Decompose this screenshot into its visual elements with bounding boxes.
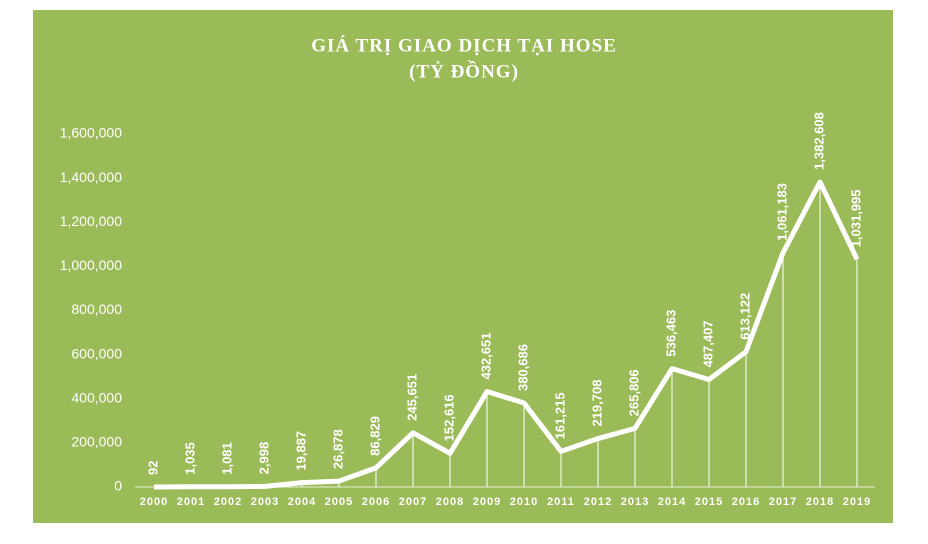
y-tick-label: 1,000,000 (60, 257, 122, 273)
data-label: 380,686 (515, 344, 530, 391)
data-label: 1,382,608 (811, 112, 826, 170)
y-tick-label: 600,000 (71, 345, 122, 361)
y-tick-label: 400,000 (71, 389, 122, 405)
data-label: 487,407 (700, 320, 715, 367)
x-tick-label: 2005 (325, 496, 353, 508)
chart-subtitle: (TỶ ĐỒNG) (409, 60, 519, 82)
x-tick-label: 2000 (140, 496, 168, 508)
x-tick-label: 2014 (658, 496, 686, 508)
data-label: 26,878 (330, 429, 345, 469)
x-tick-label: 2006 (362, 496, 390, 508)
x-tick-label: 2015 (695, 496, 723, 508)
x-tick-label: 2017 (769, 496, 797, 508)
x-tick-label: 2016 (732, 496, 760, 508)
x-tick-label: 2008 (436, 496, 464, 508)
data-label: 1,061,183 (774, 183, 789, 241)
data-label: 86,829 (367, 416, 382, 456)
x-tick-label: 2010 (510, 496, 538, 508)
x-tick-label: 2019 (843, 496, 871, 508)
line (153, 179, 860, 490)
data-label: 2,998 (256, 442, 271, 475)
data-label: 19,887 (293, 431, 308, 471)
y-tick-label: 1,200,000 (60, 213, 122, 229)
x-tick-label: 2012 (584, 496, 612, 508)
x-tick-label: 2007 (399, 496, 427, 508)
data-label: 1,081 (219, 442, 234, 475)
data-label: 152,616 (441, 394, 456, 441)
x-tick-label: 2009 (473, 496, 501, 508)
data-label: 432,651 (478, 333, 493, 380)
x-tick-label: 2004 (288, 496, 316, 508)
chart-title: GIÁ TRỊ GIAO DỊCH TẠI HOSE (311, 34, 617, 56)
data-label: 161,215 (552, 392, 567, 439)
data-label: 613,122 (737, 293, 752, 340)
data-label: 1,035 (182, 442, 197, 475)
x-tick-label: 2003 (251, 496, 279, 508)
data-label: 1,031,995 (848, 189, 863, 247)
x-tick-label: 2011 (547, 496, 575, 508)
x-tick-label: 2013 (621, 496, 649, 508)
data-label: 265,806 (626, 369, 641, 416)
y-tick-label: 1,400,000 (60, 169, 122, 185)
y-tick-label: 200,000 (71, 434, 122, 450)
x-tick-label: 2018 (806, 496, 834, 508)
x-tick-label: 2002 (214, 496, 242, 508)
y-tick-label: 0 (114, 478, 122, 494)
y-tick-label: 1,600,000 (60, 125, 122, 141)
data-label: 92 (145, 461, 160, 475)
x-tick-label: 2001 (177, 496, 205, 508)
data-label: 219,708 (589, 380, 604, 427)
data-label: 245,651 (404, 374, 419, 421)
data-label: 536,463 (663, 310, 678, 357)
chart-background (33, 10, 893, 523)
y-tick-label: 800,000 (71, 301, 122, 317)
